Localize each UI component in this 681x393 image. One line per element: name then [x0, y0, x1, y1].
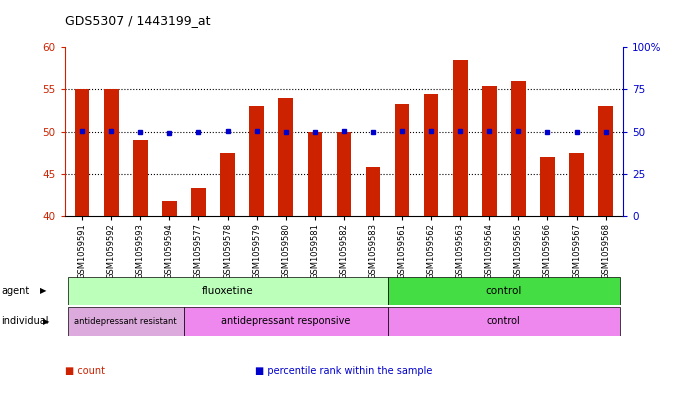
Bar — [220, 153, 235, 216]
Bar — [482, 86, 496, 216]
Bar — [336, 132, 351, 216]
Text: antidepressant resistant: antidepressant resistant — [74, 317, 177, 326]
Text: agent: agent — [1, 286, 29, 296]
Bar — [453, 60, 468, 216]
Bar — [540, 157, 555, 216]
Bar — [67, 307, 184, 336]
Bar — [387, 307, 620, 336]
Bar — [184, 307, 387, 336]
Text: control: control — [486, 286, 522, 296]
Text: individual: individual — [1, 316, 49, 326]
Bar — [599, 106, 613, 216]
Text: control: control — [487, 316, 521, 326]
Text: antidepressant responsive: antidepressant responsive — [221, 316, 351, 326]
Text: ▶: ▶ — [39, 286, 46, 295]
Bar — [366, 167, 380, 216]
Text: fluoxetine: fluoxetine — [202, 286, 253, 296]
Bar — [75, 90, 89, 216]
Bar — [308, 132, 322, 216]
Bar — [249, 106, 264, 216]
Bar — [424, 94, 439, 216]
Bar — [387, 277, 620, 305]
Bar — [279, 98, 293, 216]
Text: ■ count: ■ count — [65, 366, 105, 376]
Bar — [511, 81, 526, 216]
Text: ▶: ▶ — [43, 317, 50, 326]
Bar — [133, 140, 148, 216]
Bar — [104, 88, 118, 216]
Bar — [569, 153, 584, 216]
Text: GDS5307 / 1443199_at: GDS5307 / 1443199_at — [65, 14, 210, 27]
Bar — [67, 277, 387, 305]
Bar — [191, 188, 206, 216]
Text: ■ percentile rank within the sample: ■ percentile rank within the sample — [255, 366, 432, 376]
Bar — [162, 201, 176, 216]
Bar — [395, 104, 409, 216]
